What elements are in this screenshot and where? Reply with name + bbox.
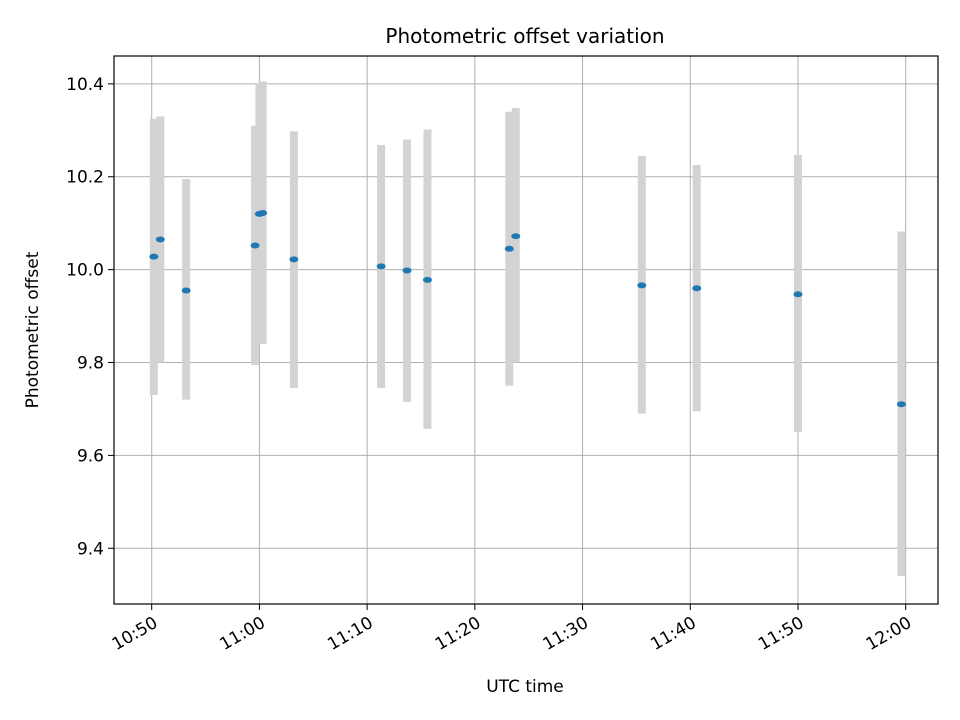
data-point xyxy=(637,282,647,289)
x-tick-label: 11:30 xyxy=(540,613,592,655)
x-tick-label: 11:10 xyxy=(324,613,376,655)
chart-title: Photometric offset variation xyxy=(385,24,664,48)
data-point xyxy=(155,236,165,243)
y-tick-label: 9.8 xyxy=(77,354,104,374)
x-axis-label: UTC time xyxy=(486,677,564,697)
data-point xyxy=(402,267,412,274)
x-tick-label: 10:50 xyxy=(109,613,161,655)
x-tick-label: 11:00 xyxy=(216,613,268,655)
x-tick-label: 12:00 xyxy=(863,613,915,655)
data-point xyxy=(258,209,268,216)
y-tick-label: 9.6 xyxy=(77,446,104,466)
grid-layer xyxy=(114,56,938,604)
data-point xyxy=(422,276,432,283)
y-tick-label: 10.2 xyxy=(66,168,104,188)
data-point xyxy=(181,287,191,294)
y-tick-label: 9.4 xyxy=(77,539,104,559)
data-point xyxy=(149,253,159,260)
data-point xyxy=(896,401,906,408)
y-tick-label: 10.4 xyxy=(66,75,104,95)
y-tick-layer: 9.4 9.6 9.8 10.0 10.2 10.4 xyxy=(66,75,114,559)
data-point xyxy=(250,242,260,249)
y-axis-label: Photometric offset xyxy=(23,251,43,408)
error-bar-layer xyxy=(149,81,906,577)
x-tick-label: 11:40 xyxy=(647,613,699,655)
data-point-layer xyxy=(149,209,906,408)
x-tick-label: 11:20 xyxy=(432,613,484,655)
data-point xyxy=(289,256,299,263)
x-tick-layer: 10:50 11:00 11:10 11:20 11:30 11:40 11:50 12:00 xyxy=(109,604,915,655)
data-point xyxy=(692,285,702,292)
data-point xyxy=(504,245,514,252)
data-point xyxy=(793,291,803,298)
data-point xyxy=(376,263,386,270)
data-point xyxy=(511,233,521,240)
y-tick-label: 10.0 xyxy=(66,261,104,281)
x-tick-label: 11:50 xyxy=(755,613,807,655)
plot-area-frame xyxy=(113,55,939,605)
